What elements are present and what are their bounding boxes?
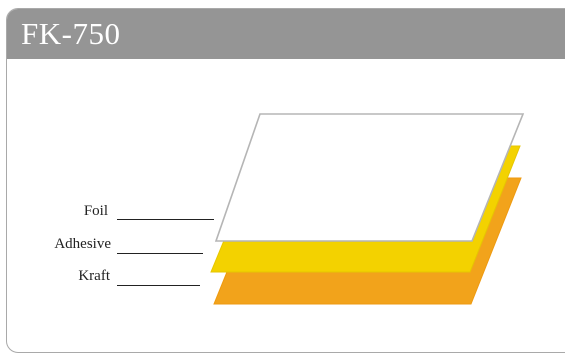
leader-line-foil	[117, 219, 214, 220]
layer-label-kraft: Kraft	[78, 268, 110, 284]
leader-line-kraft	[117, 285, 200, 286]
foil-layer	[214, 113, 525, 242]
leader-line-adhesive	[117, 253, 203, 254]
laminate-layer-diagram	[210, 113, 525, 305]
layer-label-adhesive: Adhesive	[54, 236, 111, 252]
product-title: FK-750	[21, 16, 121, 51]
card-header: FK-750	[7, 9, 565, 59]
layer-label-foil: Foil	[83, 203, 108, 219]
